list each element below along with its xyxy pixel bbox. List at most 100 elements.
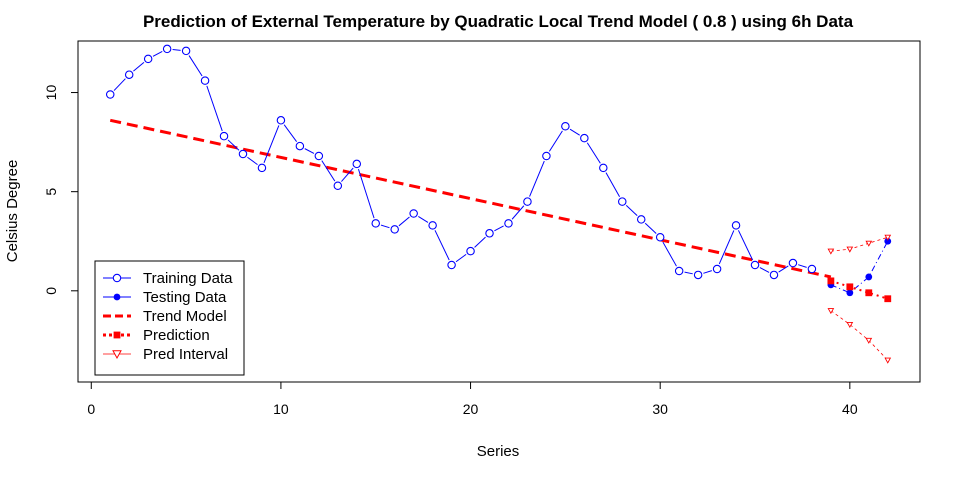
y-tick-label: 10 [43, 85, 59, 101]
testing-line [830, 241, 889, 294]
training-point [124, 70, 134, 79]
legend-label: Trend Model [143, 308, 227, 325]
legend-label: Testing Data [143, 289, 227, 306]
training-segment [321, 160, 336, 182]
training-segment [644, 222, 657, 234]
legend: Training Data Testing Data Trend Model Pred… [94, 260, 245, 376]
legend-swatch-marker [112, 273, 122, 283]
interval-lower-line [830, 310, 889, 361]
legend-label: Pred Interval [143, 346, 228, 363]
training-point [807, 264, 817, 274]
training-point [428, 221, 437, 230]
testing-point [884, 237, 892, 245]
training-segment [227, 139, 240, 151]
training-point [655, 233, 665, 242]
training-segment [718, 230, 735, 265]
training-segment [283, 124, 298, 142]
training-point [105, 90, 115, 99]
y-tick-label: 0 [43, 287, 59, 295]
training-point [371, 219, 380, 228]
training-segment [113, 78, 126, 91]
training-segment [529, 160, 545, 197]
training-point [276, 116, 286, 125]
x-axis-label: Series [477, 443, 520, 460]
legend-label: Training Data [143, 270, 233, 287]
prediction-point [846, 283, 854, 291]
training-point [618, 197, 627, 206]
training-segment [759, 267, 770, 273]
training-point [504, 219, 513, 228]
legend-label: Prediction [143, 327, 210, 344]
training-point [143, 54, 153, 64]
training-point [750, 260, 760, 270]
interval-upper-point [827, 248, 835, 255]
training-segment [304, 148, 315, 154]
training-segment [455, 253, 467, 263]
training-segment [152, 51, 163, 57]
training-point [693, 270, 703, 280]
interval-lower-point [846, 321, 854, 329]
interval-upper-line [830, 236, 888, 252]
interval-upper-point [884, 234, 892, 241]
x-tick-label: 40 [842, 401, 858, 417]
training-segment [625, 204, 638, 217]
training-point [788, 258, 798, 268]
prediction-point [884, 295, 892, 303]
training-segment [172, 49, 181, 51]
interval-lower-point [865, 337, 873, 344]
training-segment [662, 241, 677, 267]
training-point [599, 163, 608, 173]
training-segment [133, 61, 145, 72]
training-segment [494, 225, 504, 232]
x-tick-label: 20 [463, 401, 479, 417]
training-point [333, 181, 343, 190]
trend-model-line [109, 118, 832, 279]
interval-upper-point [865, 240, 873, 247]
training-point [636, 215, 646, 224]
plot-area [105, 44, 892, 364]
training-point [466, 246, 475, 256]
training-segment [586, 142, 601, 164]
training-segment [357, 169, 375, 219]
training-point [674, 266, 684, 276]
training-point [712, 264, 722, 274]
training-segment [737, 230, 754, 261]
training-point [314, 151, 324, 161]
training-point [219, 131, 229, 141]
interval-lower-point [827, 308, 835, 315]
training-point [523, 197, 532, 206]
testing-point [846, 289, 854, 297]
training-point [295, 141, 305, 151]
training-point [447, 260, 456, 270]
training-segment [684, 271, 693, 275]
training-segment [778, 265, 789, 273]
interval-lower-point [884, 357, 892, 364]
training-segment [434, 230, 450, 261]
training-segment [511, 205, 525, 220]
interval-upper-point [846, 246, 854, 253]
x-axis: 0 10 20 30 40 [87, 381, 858, 417]
legend-swatch-marker [113, 331, 121, 339]
training-point [162, 44, 172, 54]
training-point [561, 122, 570, 131]
training-point [409, 209, 418, 218]
training-segment [206, 85, 223, 132]
training-segment [474, 236, 486, 248]
training-segment [188, 55, 203, 77]
x-tick-label: 10 [273, 401, 289, 417]
training-segment [703, 270, 712, 274]
training-segment [569, 128, 580, 136]
prediction-point [865, 289, 873, 297]
training-point [352, 159, 362, 169]
y-tick-label: 5 [43, 188, 59, 196]
x-tick-label: 0 [87, 401, 95, 417]
training-point [390, 225, 399, 234]
training-point [769, 270, 779, 280]
training-segment [418, 215, 429, 223]
training-segment [398, 216, 410, 227]
training-point [542, 151, 551, 161]
training-point [238, 149, 248, 159]
chart-title: Prediction of External Temperature by Qu… [143, 12, 854, 31]
